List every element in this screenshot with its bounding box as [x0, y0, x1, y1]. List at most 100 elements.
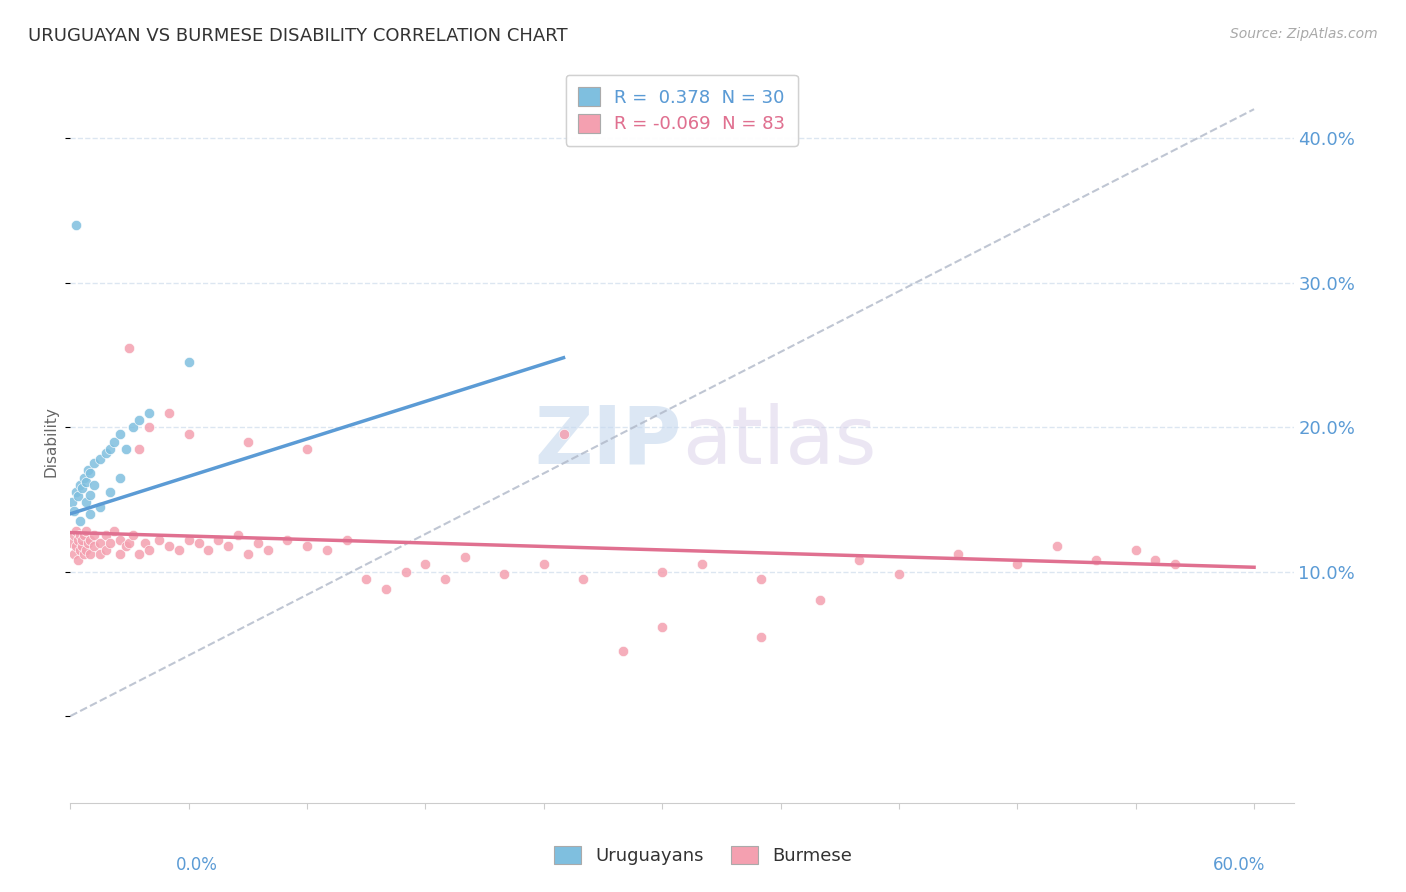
Point	[67, 553, 90, 567]
Point	[335, 533, 357, 547]
Point	[69, 478, 91, 492]
Point	[83, 539, 105, 553]
Point	[108, 547, 131, 561]
Point	[946, 547, 969, 561]
Point	[533, 558, 555, 572]
Point	[79, 533, 101, 547]
Point	[177, 355, 200, 369]
Point	[187, 535, 209, 549]
Point	[553, 427, 575, 442]
Point	[276, 533, 298, 547]
Point	[79, 467, 101, 481]
Point	[94, 446, 117, 460]
Point	[749, 572, 772, 586]
Point	[103, 524, 125, 538]
Point	[75, 524, 97, 538]
Point	[138, 420, 160, 434]
Point	[77, 463, 100, 477]
Point	[167, 542, 190, 557]
Point	[226, 528, 249, 542]
Point	[75, 542, 97, 557]
Point	[315, 542, 337, 557]
Point	[65, 539, 87, 553]
Point	[98, 535, 121, 549]
Point	[89, 500, 111, 514]
Point	[454, 550, 477, 565]
Point	[690, 558, 713, 572]
Y-axis label: Disability: Disability	[44, 406, 59, 477]
Point	[134, 535, 156, 549]
Point	[217, 539, 239, 553]
Point	[65, 218, 87, 232]
Point	[69, 542, 91, 557]
Point	[70, 481, 93, 495]
Point	[69, 528, 91, 542]
Point	[118, 535, 141, 549]
Point	[1007, 558, 1029, 572]
Point	[572, 572, 595, 586]
Point	[138, 406, 160, 420]
Point	[808, 593, 831, 607]
Point	[122, 528, 145, 542]
Point	[207, 533, 229, 547]
Point	[157, 406, 180, 420]
Point	[197, 542, 219, 557]
Point	[98, 485, 121, 500]
Point	[63, 547, 86, 561]
Point	[138, 542, 160, 557]
Point	[236, 547, 259, 561]
Point	[246, 535, 269, 549]
Point	[1144, 553, 1167, 567]
Point	[77, 535, 100, 549]
Point	[612, 644, 634, 658]
Point	[848, 553, 870, 567]
Text: atlas: atlas	[682, 402, 876, 481]
Point	[94, 542, 117, 557]
Point	[70, 533, 93, 547]
Point	[73, 528, 96, 542]
Point	[75, 495, 97, 509]
Text: Source: ZipAtlas.com: Source: ZipAtlas.com	[1230, 27, 1378, 41]
Point	[114, 442, 136, 456]
Point	[98, 442, 121, 456]
Point	[177, 533, 200, 547]
Point	[236, 434, 259, 449]
Point	[70, 539, 93, 553]
Point	[651, 619, 673, 633]
Point	[128, 547, 150, 561]
Point	[1085, 553, 1108, 567]
Text: URUGUAYAN VS BURMESE DISABILITY CORRELATION CHART: URUGUAYAN VS BURMESE DISABILITY CORRELAT…	[28, 27, 568, 45]
Point	[73, 547, 96, 561]
Point	[256, 542, 278, 557]
Point	[89, 547, 111, 561]
Point	[887, 567, 910, 582]
Point	[60, 535, 83, 549]
Point	[108, 470, 131, 484]
Point	[651, 565, 673, 579]
Point	[63, 504, 86, 518]
Point	[89, 451, 111, 466]
Point	[128, 442, 150, 456]
Text: 60.0%: 60.0%	[1213, 856, 1265, 874]
Point	[157, 539, 180, 553]
Point	[79, 488, 101, 502]
Point	[83, 456, 105, 470]
Legend: R =  0.378  N = 30, R = -0.069  N = 83: R = 0.378 N = 30, R = -0.069 N = 83	[565, 75, 799, 146]
Point	[108, 427, 131, 442]
Point	[108, 533, 131, 547]
Point	[67, 490, 90, 504]
Point	[128, 413, 150, 427]
Point	[94, 528, 117, 542]
Point	[1046, 539, 1069, 553]
Point	[60, 495, 83, 509]
Point	[434, 572, 457, 586]
Point	[494, 567, 516, 582]
Point	[63, 528, 86, 542]
Point	[89, 535, 111, 549]
Point	[148, 533, 170, 547]
Point	[295, 442, 318, 456]
Point	[79, 507, 101, 521]
Point	[114, 539, 136, 553]
Point	[415, 558, 437, 572]
Point	[295, 539, 318, 553]
